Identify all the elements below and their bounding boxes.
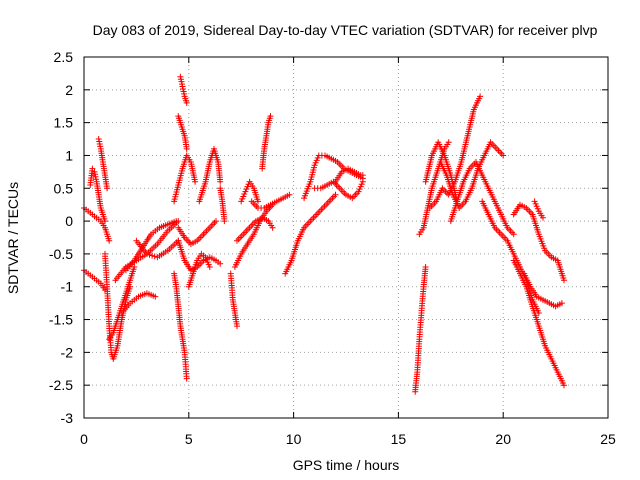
series-arc-l: [175, 113, 190, 152]
data-marker-path: [510, 257, 567, 389]
series-arc-h: [118, 290, 159, 316]
data-marker-path: [227, 270, 240, 330]
series-arc-d: [95, 136, 111, 192]
data-marker-path: [521, 270, 565, 310]
data-marker-path: [311, 178, 366, 202]
series-arc-v: [234, 214, 276, 244]
y-tick-label: 1: [65, 147, 73, 163]
series-arc-u: [231, 201, 276, 270]
series-arc-m: [177, 73, 190, 106]
y-tick-label: -0.5: [49, 246, 73, 262]
y-tick-label: 2.5: [54, 49, 74, 65]
data-marker-path: [531, 198, 546, 221]
series-arc-al: [510, 201, 567, 284]
series-arc-ak: [510, 257, 567, 389]
data-marker-path: [175, 237, 224, 274]
series-arc-ac: [332, 165, 366, 185]
series-arc-r: [196, 145, 224, 205]
y-axis-label: SDTVAR / TECUs: [5, 182, 21, 294]
series-arc-ad: [412, 264, 429, 395]
series-arc-a: [81, 205, 113, 244]
series-arc-an: [531, 198, 546, 221]
data-marker-path: [177, 73, 190, 106]
data-marker-path: [185, 250, 213, 290]
data-marker-path: [171, 270, 190, 382]
series-arc-ah: [447, 159, 517, 238]
x-tick-label: 15: [391, 431, 407, 447]
data-marker-path: [175, 113, 190, 152]
plot-frame: [83, 56, 609, 419]
series-arc-k: [171, 270, 190, 382]
y-tick-label: 1.5: [54, 115, 74, 131]
x-tick-label: 5: [185, 431, 193, 447]
data-marker-path: [259, 113, 274, 172]
data-marker-path: [122, 218, 180, 274]
y-tick-label: -2: [61, 344, 74, 360]
x-tick-label: 10: [286, 431, 302, 447]
y-tick-label: -1.5: [49, 312, 73, 328]
data-marker-path: [118, 290, 159, 316]
y-tick-label: 0.5: [54, 180, 74, 196]
data-marker-path: [106, 264, 138, 343]
x-tick-label: 0: [80, 431, 88, 447]
series-arc-t: [227, 270, 240, 330]
series-arc-s: [217, 185, 228, 225]
data-marker-path: [422, 139, 461, 205]
data-marker-path: [87, 165, 108, 225]
series-arc-c: [87, 165, 108, 225]
series-arc-w: [238, 178, 261, 205]
series-arc-i: [122, 218, 180, 274]
data-points: [81, 73, 567, 395]
data-marker-path: [282, 191, 339, 277]
data-marker-path: [332, 165, 366, 185]
chart-title: Day 083 of 2019, Sidereal Day-to-day VTE…: [93, 22, 598, 38]
y-tick-label: -1: [61, 279, 74, 295]
data-marker-path: [248, 191, 293, 211]
series-arc-ab: [311, 178, 366, 202]
series-arc-x: [248, 191, 293, 211]
y-tick-label: -3: [61, 410, 74, 426]
x-axis-label: GPS time / hours: [293, 457, 400, 473]
y-tick-label: -2.5: [49, 377, 73, 393]
y-tick-label: 0: [65, 213, 73, 229]
data-marker-path: [437, 139, 507, 211]
axis-ticks: -3 -2.5 -2 -1.5 -1 -0.5 0 0.5 1 1.5 2 2.5 0 5 10 15 20 25: [49, 49, 616, 447]
data-marker-path: [217, 185, 228, 225]
data-marker-path: [175, 218, 219, 248]
series-arc-f: [106, 264, 138, 343]
data-marker-path: [510, 201, 567, 284]
data-marker-path: [231, 201, 276, 270]
series-arc-j: [133, 237, 182, 261]
series-arc-z: [282, 191, 339, 277]
series-arc-am: [521, 270, 565, 310]
data-marker-path: [81, 205, 113, 244]
data-marker-path: [133, 237, 182, 261]
series-arc-q: [185, 250, 213, 290]
series-arc-n: [171, 152, 199, 205]
data-marker-path: [412, 264, 429, 395]
grid-lines: [84, 57, 608, 418]
data-marker-path: [95, 136, 111, 192]
series-arc-p: [175, 218, 219, 248]
data-marker-path: [238, 178, 261, 205]
data-marker-path: [447, 159, 517, 238]
y-tick-label: 2: [65, 82, 73, 98]
data-marker-path: [234, 214, 276, 244]
series-arc-y: [259, 113, 274, 172]
x-tick-label: 25: [600, 431, 616, 447]
series-arc-o: [175, 237, 224, 274]
series-arc-ai: [422, 139, 461, 205]
x-tick-label: 20: [495, 431, 511, 447]
data-marker-path: [171, 152, 199, 205]
series-arc-ag: [437, 139, 507, 211]
data-marker-path: [196, 145, 224, 205]
